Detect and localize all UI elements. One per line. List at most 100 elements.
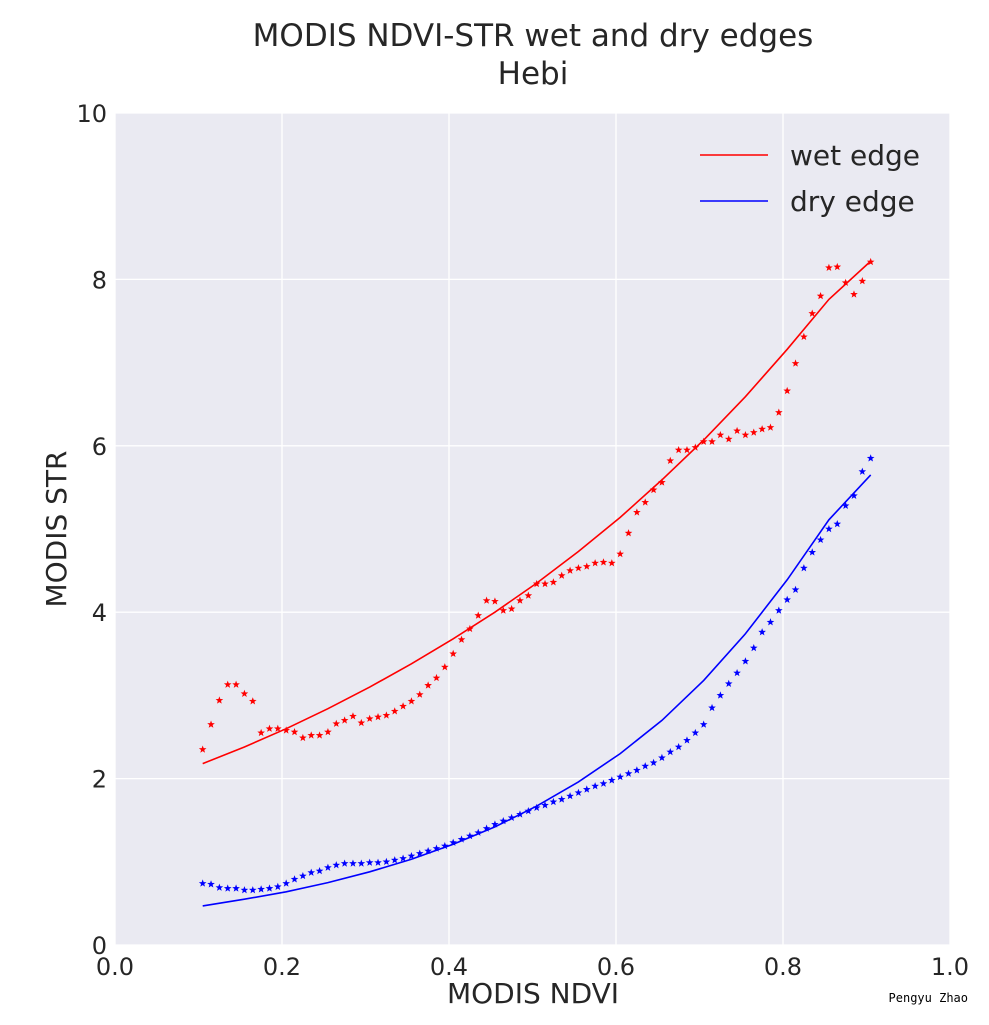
data-point-star-3 [407, 851, 416, 860]
data-point-star-3 [582, 785, 591, 793]
data-point-star-2 [674, 445, 683, 454]
data-point-star-2 [407, 697, 416, 705]
data-point-star-2 [825, 263, 833, 271]
data-point-star-3 [841, 501, 850, 509]
data-point-star-3 [299, 871, 307, 880]
data-point-star-2 [491, 597, 499, 605]
data-point-star-3 [399, 854, 407, 862]
y-tick-label: 2 [92, 766, 107, 794]
data-point-star-3 [382, 857, 391, 866]
data-point-star-3 [766, 618, 775, 626]
data-point-star-3 [265, 884, 274, 892]
y-tick-label: 0 [92, 932, 107, 960]
data-point-star-2 [599, 558, 608, 566]
data-point-star-3 [816, 535, 825, 544]
data-point-star-3 [566, 792, 574, 800]
data-point-star-2 [775, 408, 783, 416]
data-point-star-2 [724, 435, 733, 443]
data-point-star-3 [374, 858, 382, 866]
data-point-star-2 [349, 712, 357, 720]
data-point-star-2 [816, 292, 825, 300]
data-point-star-2 [441, 663, 449, 671]
data-point-star-2 [365, 714, 374, 722]
data-point-star-2 [549, 578, 558, 586]
data-point-star-2 [699, 437, 708, 445]
data-point-star-2 [791, 359, 800, 367]
data-point-star-2 [733, 426, 741, 435]
data-point-star-3 [708, 703, 716, 712]
data-point-star-3 [683, 736, 691, 744]
data-point-star-3 [532, 803, 541, 811]
data-point-star-3 [215, 883, 224, 891]
data-point-star-3 [758, 628, 766, 636]
data-point-star-2 [374, 713, 382, 721]
data-point-star-2 [683, 445, 691, 454]
data-point-star-2 [315, 731, 324, 739]
y-axis-label: MODIS STR [40, 450, 73, 607]
data-point-star-2 [541, 579, 549, 588]
chart-subtitle: Hebi [498, 56, 569, 92]
data-point-star-2 [415, 690, 424, 698]
data-point-star-3 [783, 595, 791, 603]
data-point-star-2 [649, 485, 658, 494]
data-point-star-2 [532, 579, 541, 588]
data-point-star-2 [215, 696, 224, 704]
x-tick-label: 0.0 [96, 953, 134, 981]
data-point-star-3 [307, 868, 316, 876]
data-point-star-2 [624, 529, 633, 537]
chart-title: MODIS NDVI-STR wet and dry edges [253, 18, 814, 54]
data-point-star-2 [340, 716, 349, 724]
data-point-star-3 [716, 691, 725, 699]
data-point-star-2 [841, 278, 850, 286]
data-point-star-2 [399, 702, 407, 710]
data-point-star-2 [758, 425, 766, 433]
data-point-star-3 [499, 817, 508, 825]
data-point-star-2 [432, 673, 441, 682]
data-point-star-2 [474, 611, 483, 619]
data-point-star-3 [424, 846, 432, 855]
data-point-star-2 [198, 745, 207, 753]
data-point-star-3 [524, 807, 533, 815]
data-point-star-2 [641, 498, 650, 506]
x-tick-label: 0.6 [597, 953, 635, 981]
data-point-star-3 [775, 606, 783, 614]
y-tick-label: 8 [92, 266, 107, 294]
data-point-star-2 [741, 430, 750, 439]
data-point-star-3 [850, 491, 858, 499]
data-point-star-2 [240, 689, 249, 697]
y-tick-label: 6 [92, 433, 107, 461]
data-point-star-2 [582, 562, 591, 570]
data-point-star-3 [449, 838, 457, 846]
data-point-star-3 [649, 758, 658, 767]
data-point-star-2 [282, 726, 290, 734]
data-point-star-3 [365, 858, 374, 866]
data-point-star-3 [791, 585, 800, 593]
data-point-star-2 [290, 728, 299, 736]
data-point-star-3 [741, 657, 750, 665]
data-point-star-3 [349, 859, 357, 867]
data-point-star-3 [666, 747, 675, 756]
data-point-star-3 [699, 720, 708, 728]
data-point-star-3 [274, 882, 282, 890]
data-point-star-3 [724, 679, 733, 687]
data-point-star-3 [825, 525, 833, 533]
data-point-star-3 [608, 776, 616, 784]
data-point-star-2 [808, 309, 817, 317]
data-point-star-3 [482, 824, 491, 832]
x-tick-labels: 0.0 0.2 0.4 0.6 0.8 1.0 [96, 953, 969, 981]
data-point-star-2 [800, 332, 808, 341]
data-point-star-2 [223, 680, 232, 688]
data-point-star-3 [691, 728, 700, 737]
x-tick-label: 0.2 [263, 953, 301, 981]
data-point-star-3 [491, 820, 499, 828]
data-point-star-2 [557, 571, 566, 579]
data-point-star-2 [332, 719, 341, 727]
data-point-star-2 [858, 277, 867, 285]
data-point-star-2 [658, 478, 666, 486]
y-tick-label: 10 [76, 100, 107, 128]
data-point-star-3 [315, 866, 324, 875]
series-layer [198, 257, 875, 907]
data-point-star-3 [541, 801, 549, 809]
data-point-star-3 [415, 849, 424, 857]
